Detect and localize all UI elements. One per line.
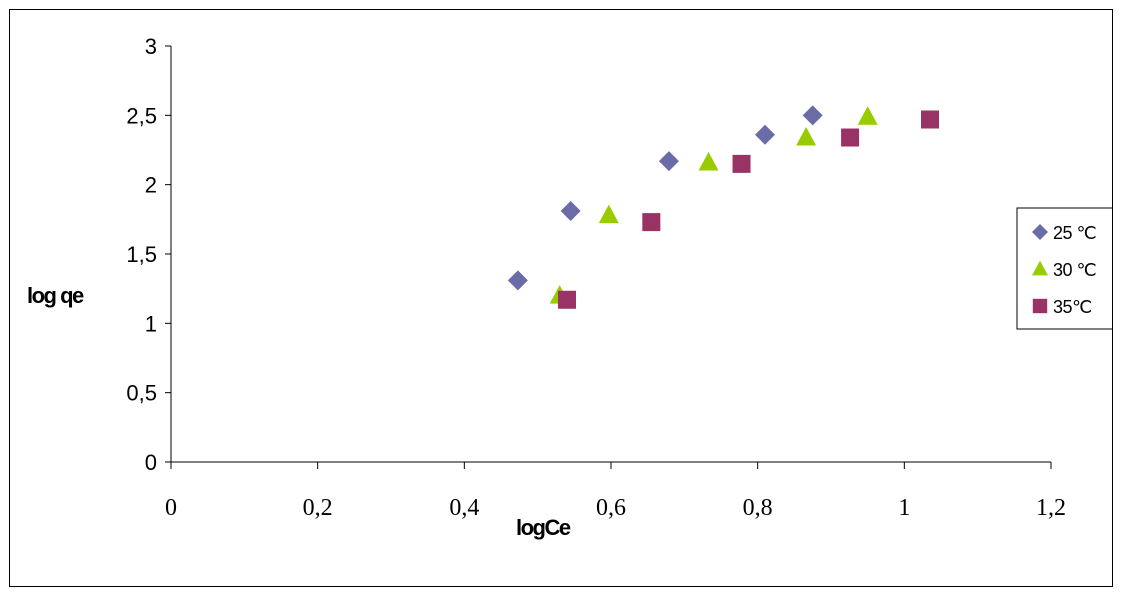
data-point-triangle	[598, 204, 619, 224]
data-point-diamond	[802, 105, 823, 126]
y-tick-label: 2,5	[126, 103, 157, 128]
legend-marker-triangle	[1032, 260, 1048, 276]
legend-label: 25 ℃	[1053, 223, 1096, 243]
data-point-square	[921, 110, 939, 129]
y-tick-label: 2	[145, 173, 157, 198]
legend-marker-diamond	[1032, 224, 1048, 240]
data-point-diamond	[658, 151, 679, 172]
legend: 25 ℃ 30 ℃ 35℃	[1016, 207, 1112, 330]
data-point-square	[841, 128, 860, 147]
x-tick-label: 0,4	[449, 495, 479, 521]
data-point-triangle	[857, 106, 878, 125]
axes	[165, 45, 1052, 469]
data-point-triangle	[796, 127, 817, 146]
data-point-square	[642, 213, 661, 232]
data-point-triangle	[698, 151, 719, 171]
x-tick-label: 1	[898, 495, 910, 521]
legend-label: 30 ℃	[1053, 260, 1096, 280]
x-tick-label: 0,8	[743, 495, 773, 521]
x-tick-label: 1,2	[1036, 495, 1066, 521]
scatter-chart: 0 0,5 1 1,5 2 2,5 3 0 0,2 0,4 0,6 0,8 1 1,2 log qe lo…	[27, 34, 1112, 540]
legend-marker-square	[1032, 298, 1048, 314]
chart-frame: 0 0,5 1 1,5 2 2,5 3 0 0,2 0,4 0,6 0,8 1 1,2 log qe lo…	[9, 9, 1113, 587]
y-axis-label: log qe	[27, 283, 84, 308]
y-tick-label: 1	[145, 311, 157, 336]
data-points	[507, 105, 939, 309]
data-point-diamond	[755, 124, 775, 145]
tick-labels: 0 0,5 1 1,5 2 2,5 3 0 0,2 0,4 0,6 0,8 1 1,2	[126, 34, 1066, 521]
data-point-diamond	[507, 270, 528, 291]
x-tick-label: 0	[165, 495, 177, 521]
y-tick-label: 1,5	[126, 242, 157, 267]
legend-label: 35℃	[1053, 297, 1092, 317]
x-tick-label: 0,2	[303, 495, 333, 521]
y-tick-label: 3	[145, 34, 157, 59]
data-point-square	[732, 154, 751, 173]
data-point-diamond	[560, 201, 581, 222]
y-tick-label: 0	[145, 450, 157, 475]
x-tick-label: 0,6	[596, 495, 626, 521]
data-point-square	[558, 290, 576, 309]
x-axis-label: logCe	[516, 515, 571, 540]
y-tick-label: 0,5	[126, 381, 157, 406]
